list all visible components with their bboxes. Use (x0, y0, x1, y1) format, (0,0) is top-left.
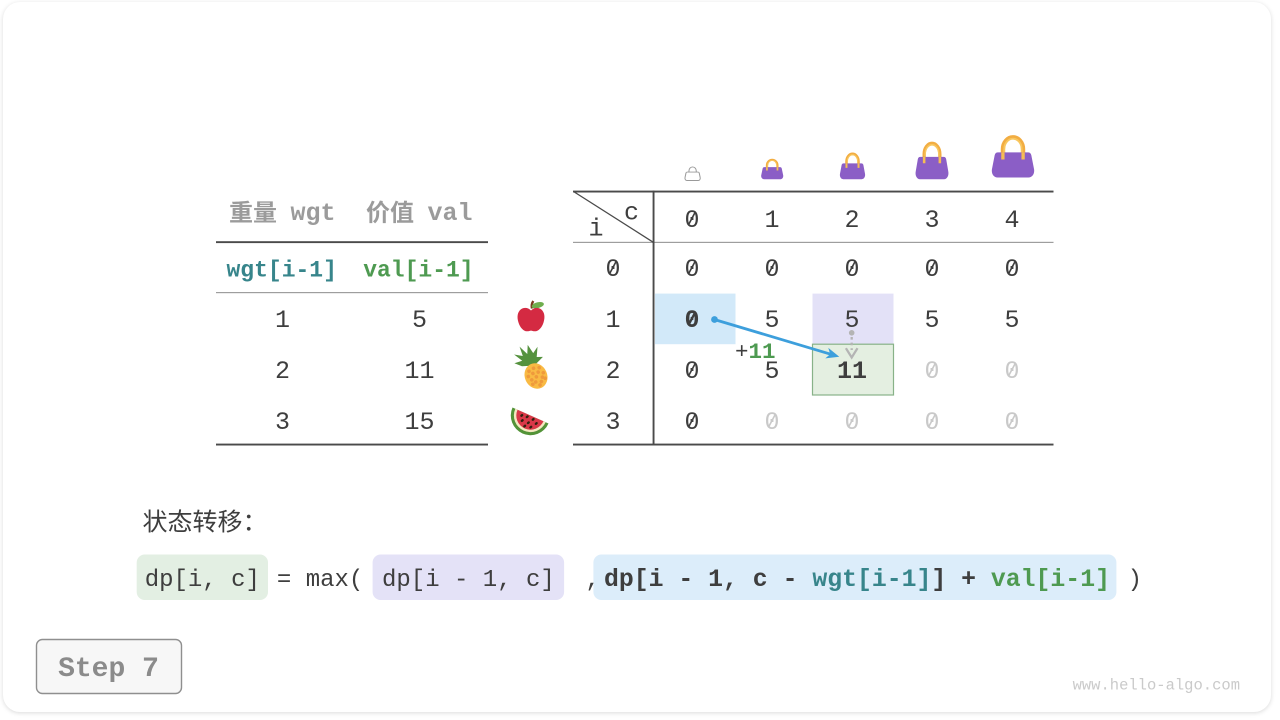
svg-text:wgt[i-1]: wgt[i-1] (226, 258, 336, 284)
svg-text:val: val (427, 199, 472, 228)
svg-text:+11: +11 (735, 339, 776, 365)
svg-text:wgt: wgt (290, 199, 335, 228)
svg-text:i: i (588, 215, 603, 244)
svg-text:11: 11 (404, 357, 434, 386)
svg-text:www.hello-algo.com: www.hello-algo.com (1073, 677, 1240, 695)
svg-text:0: 0 (684, 408, 699, 437)
svg-text:Step 7: Step 7 (58, 654, 159, 685)
svg-text:0: 0 (684, 357, 699, 386)
svg-text:0: 0 (684, 206, 699, 235)
svg-text:0: 0 (1004, 255, 1019, 284)
svg-text:1: 1 (275, 306, 290, 335)
svg-text:0: 0 (684, 255, 699, 284)
svg-text:5: 5 (924, 306, 939, 335)
svg-text:0: 0 (924, 408, 939, 437)
svg-text:1: 1 (605, 306, 620, 335)
svg-text:0: 0 (844, 408, 859, 437)
svg-text:= max(: = max( (277, 567, 363, 594)
svg-text:0: 0 (844, 255, 859, 284)
svg-text:2: 2 (275, 357, 290, 386)
svg-text:dp[i - 1, c - wgt[i-1]] + val[: dp[i - 1, c - wgt[i-1]] + val[i-1] (604, 566, 1110, 594)
svg-text:c: c (624, 199, 639, 228)
svg-text:11: 11 (837, 357, 867, 386)
svg-text:0: 0 (924, 357, 939, 386)
svg-text:0: 0 (1004, 357, 1019, 386)
svg-text:15: 15 (404, 408, 434, 437)
svg-text:0: 0 (1004, 408, 1019, 437)
svg-text:0: 0 (764, 408, 779, 437)
svg-text:5: 5 (844, 306, 859, 335)
svg-text:dp[i - 1, c]: dp[i - 1, c] (382, 567, 555, 594)
svg-text:0: 0 (605, 255, 620, 284)
svg-text:5: 5 (1004, 306, 1019, 335)
svg-text:5: 5 (764, 306, 779, 335)
svg-text:5: 5 (412, 306, 427, 335)
svg-text:0: 0 (924, 255, 939, 284)
svg-text:0: 0 (764, 255, 779, 284)
svg-text:3: 3 (924, 206, 939, 235)
svg-text:val[i-1]: val[i-1] (363, 258, 473, 284)
svg-text:3: 3 (275, 408, 290, 437)
svg-text:): ) (1128, 567, 1142, 594)
svg-text:2: 2 (844, 206, 859, 235)
svg-text:2: 2 (605, 357, 620, 386)
svg-text:4: 4 (1004, 206, 1019, 235)
svg-text:1: 1 (764, 206, 779, 235)
svg-text:3: 3 (605, 408, 620, 437)
svg-text:,: , (586, 567, 600, 594)
svg-text:5: 5 (764, 357, 779, 386)
svg-text:dp[i, c]: dp[i, c] (145, 567, 260, 594)
